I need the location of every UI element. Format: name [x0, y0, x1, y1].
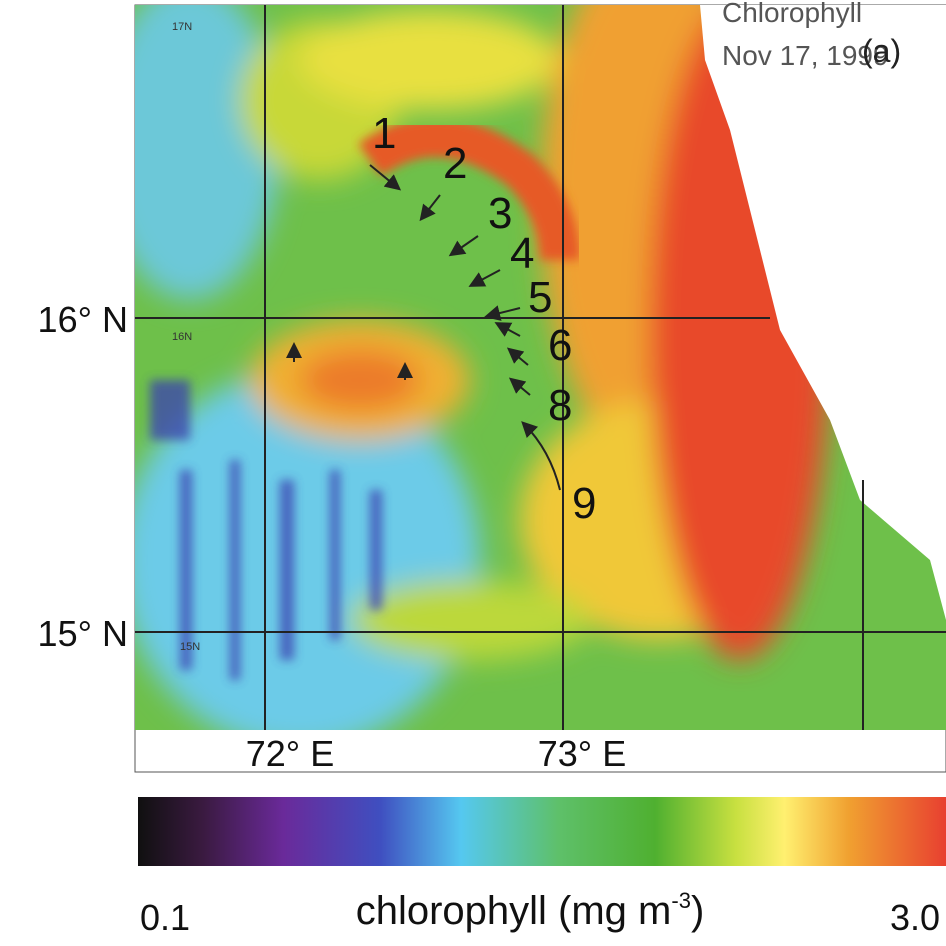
latitude-label: 15° N: [38, 613, 128, 654]
colorbar-label-exponent: -3: [671, 888, 691, 913]
grid-label: 15N: [180, 641, 200, 653]
station-label: 2: [443, 139, 467, 188]
station-label: 5: [528, 273, 552, 322]
longitude-label: 73° E: [538, 733, 626, 774]
station-label: 9: [572, 479, 596, 528]
grid-label: 17N: [172, 21, 192, 33]
latitude-label: 16° N: [38, 299, 128, 340]
colorbar-max: 3.0: [890, 897, 940, 938]
figure: 17N 16N 15N Chlorophyll Nov 17, 1999 (a)…: [0, 0, 946, 941]
panel-label: (a): [862, 33, 901, 69]
station-label: 4: [510, 229, 534, 278]
station-label: 1: [372, 109, 396, 158]
colorbar-label-end: ): [691, 889, 704, 933]
colorbar-label-text: chlorophyll (mg m: [356, 889, 672, 933]
colorbar-label: chlorophyll (mg m-3): [356, 888, 705, 933]
station-label: 8: [548, 381, 572, 430]
colorbar: [138, 797, 946, 866]
grid-label: 16N: [172, 331, 192, 343]
title: Chlorophyll: [722, 0, 862, 28]
station-label: 3: [488, 189, 512, 238]
station-label: 6: [548, 321, 572, 370]
chlorophyll-map: [100, 0, 946, 750]
longitude-label: 72° E: [246, 733, 334, 774]
colorbar-min: 0.1: [140, 897, 190, 938]
